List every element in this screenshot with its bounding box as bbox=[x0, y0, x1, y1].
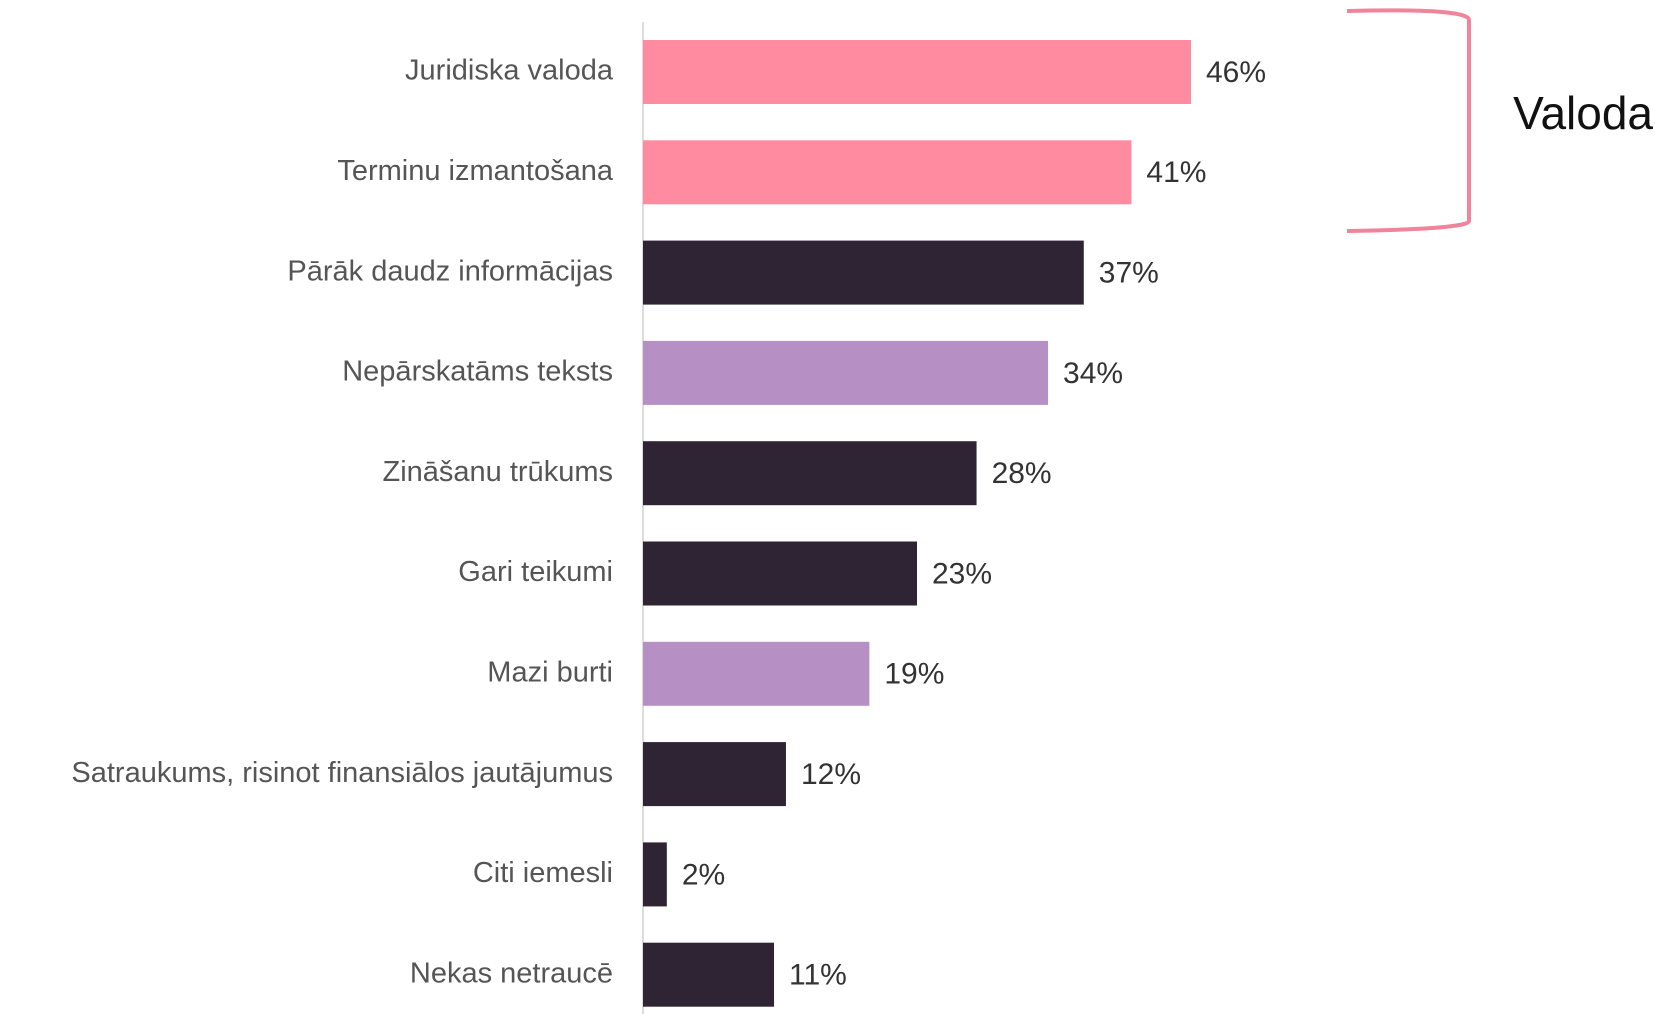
bar bbox=[643, 40, 1191, 104]
value-label: 23% bbox=[932, 557, 992, 590]
bar bbox=[643, 942, 775, 1007]
bar bbox=[643, 441, 977, 506]
annotation: Valoda bbox=[1513, 87, 1653, 139]
category-label: Satraukums, risinot finansiālos jautājum… bbox=[71, 757, 613, 789]
value-label: 41% bbox=[1146, 156, 1206, 189]
category-label: Nepārskatāms teksts bbox=[342, 356, 613, 388]
value-label: 2% bbox=[682, 858, 725, 891]
bar bbox=[643, 140, 1132, 205]
bar bbox=[643, 240, 1084, 305]
category-label: Nekas netraucē bbox=[410, 957, 613, 989]
value-label: 11% bbox=[789, 959, 847, 992]
category-label: Mazi burti bbox=[487, 656, 613, 688]
value-label: 37% bbox=[1099, 257, 1159, 290]
category-label: Citi iemesli bbox=[473, 857, 613, 889]
annotation-bracket bbox=[1346, 8, 1471, 233]
category-label: Juridiska valoda bbox=[405, 55, 614, 87]
bar bbox=[643, 742, 786, 807]
bar bbox=[643, 641, 870, 706]
bar bbox=[643, 842, 667, 907]
bar bbox=[643, 340, 1049, 405]
category-label: Pārāk daudz informācijas bbox=[287, 255, 613, 287]
category-label: Terminu izmantošana bbox=[337, 155, 613, 187]
value-label: 46% bbox=[1206, 56, 1266, 89]
value-label: 34% bbox=[1063, 357, 1123, 390]
category-label: Gari teikumi bbox=[458, 556, 613, 588]
category-label: Zināšanu trūkums bbox=[383, 456, 614, 488]
bar bbox=[643, 541, 917, 606]
value-label: 28% bbox=[992, 457, 1052, 490]
value-label: 12% bbox=[801, 758, 861, 791]
value-label: 19% bbox=[884, 658, 944, 691]
